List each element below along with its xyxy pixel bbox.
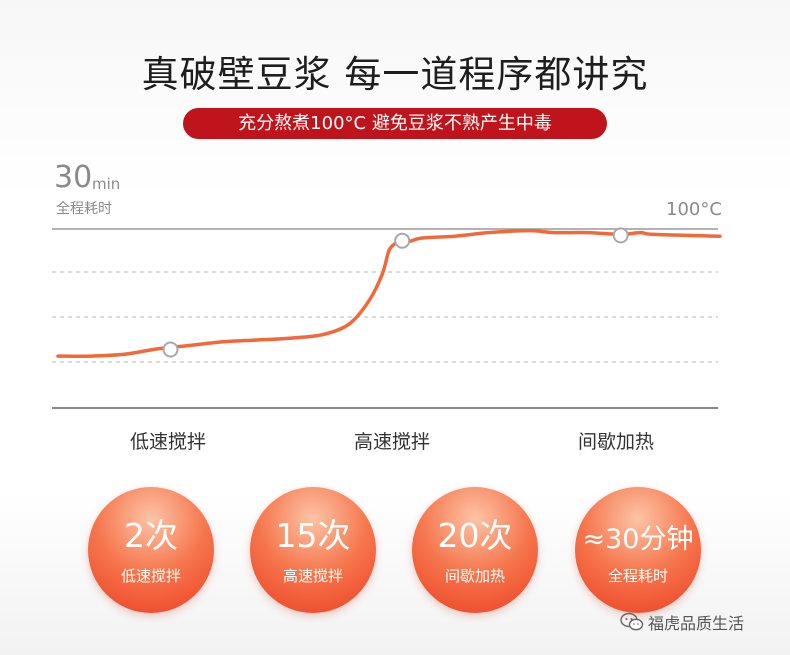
- phase-label-high-speed: 高速搅拌: [353, 431, 430, 453]
- stat-value: ≈30分钟: [582, 524, 694, 555]
- page-title: 真破壁豆浆 每一道程序都讲究: [141, 53, 649, 96]
- watermark: 福虎品质生活: [620, 610, 744, 634]
- phase-label-heating: 间歇加热: [577, 431, 654, 453]
- stat-value: 15次: [275, 516, 351, 555]
- watermark-text: 福虎品质生活: [648, 614, 745, 633]
- stat-circle-total-time: ≈30分钟 全程耗时: [575, 487, 701, 613]
- duration-unit: min: [92, 175, 121, 193]
- stat-value: 2次: [124, 516, 178, 555]
- temperature-label: 100°C: [666, 199, 722, 220]
- phase-marker: [162, 341, 179, 358]
- duration-caption: 全程耗时: [56, 201, 112, 217]
- stat-circle-heating: 20次 间歇加热: [412, 487, 538, 613]
- stat-circle-high-speed: 15次 高速搅拌: [250, 487, 376, 613]
- duration-value: 30: [54, 160, 93, 195]
- wechat-icon: [620, 612, 644, 631]
- stat-circle-low-speed: 2次 低速搅拌: [88, 487, 214, 613]
- phase-marker: [394, 232, 411, 249]
- temperature-curve: [56, 228, 722, 358]
- phase-label-low-speed: 低速搅拌: [129, 431, 206, 453]
- stat-label: 高速搅拌: [282, 567, 343, 585]
- subtitle-banner: 充分熬煮100°C 避免豆浆不熟产生中毒: [183, 108, 607, 139]
- process-chart: [52, 227, 722, 409]
- phase-marker: [612, 227, 629, 244]
- stat-label: 全程耗时: [607, 567, 668, 585]
- stat-label: 间歇加热: [444, 567, 505, 585]
- stat-label: 低速搅拌: [120, 567, 181, 585]
- stat-value: 20次: [437, 516, 513, 555]
